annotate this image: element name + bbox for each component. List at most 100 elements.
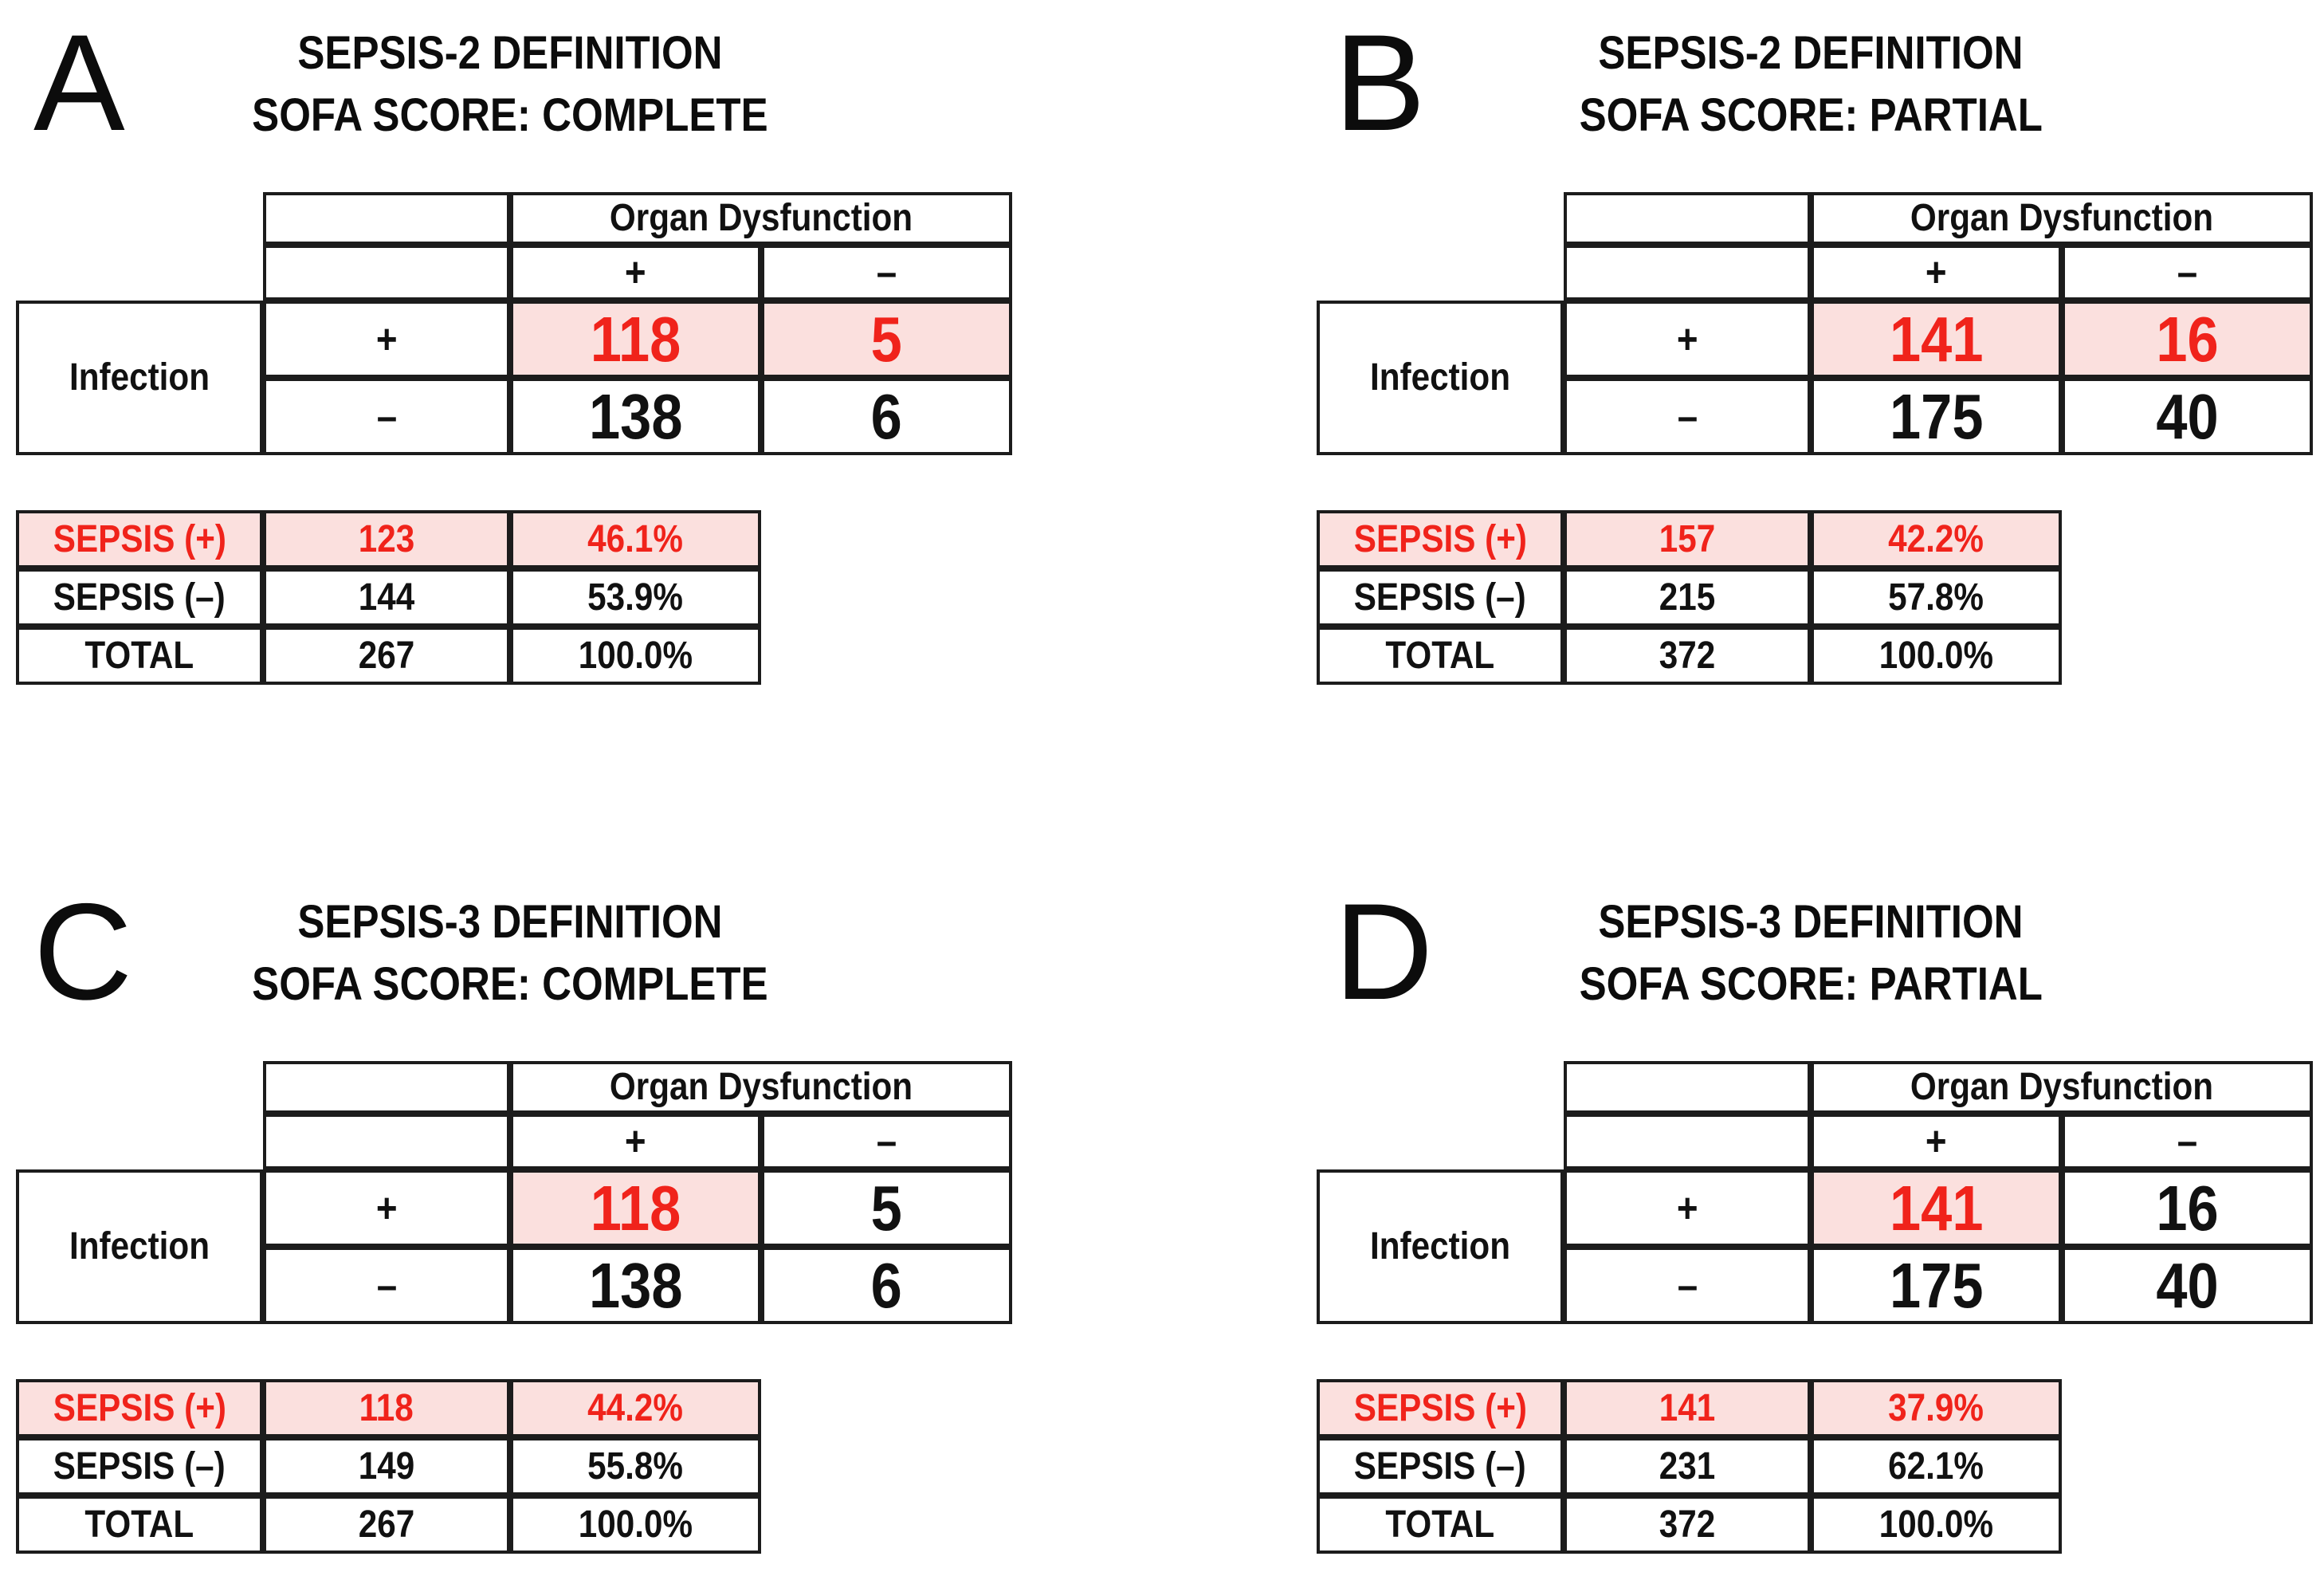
summary-count-sepsis-neg: 231 [1564, 1437, 1811, 1495]
panel-a: A SEPSIS-2 DEFINITION SOFA SCORE: COMPLE… [16, 10, 1020, 711]
empty-header-cell [263, 1061, 510, 1114]
summary-label-sepsis-neg: SEPSIS (–) [1317, 568, 1564, 627]
col-minus-header: – [761, 1114, 1012, 1169]
summary-label-total: TOTAL [16, 1495, 263, 1554]
contingency-table: Organ Dysfunction + – Infection + 118 5 … [16, 192, 1012, 455]
empty-header-cell [263, 1114, 510, 1169]
column-group-header: Organ Dysfunction [510, 192, 1012, 245]
cell-infection-neg-od-neg: 6 [761, 378, 1012, 455]
empty-header-cell [263, 192, 510, 245]
cell-infection-neg-od-neg: 40 [2062, 378, 2313, 455]
contingency-table: Organ Dysfunction + – Infection + 118 5 … [16, 1061, 1012, 1324]
empty-header-cell [1564, 192, 1811, 245]
row-minus-label: – [1564, 378, 1811, 455]
cell-infection-pos-od-pos: 118 [510, 301, 761, 378]
cell-infection-neg-od-pos: 138 [510, 1247, 761, 1324]
row-plus-label: + [1564, 301, 1811, 378]
summary-table: SEPSIS (+) 157 42.2% SEPSIS (–) 215 57.8… [1317, 510, 2062, 685]
corner-spacer [1317, 192, 1564, 301]
summary-count-sepsis-neg: 215 [1564, 568, 1811, 627]
corner-spacer [16, 192, 263, 301]
empty-header-cell [1564, 1114, 1811, 1169]
title-line-2: SOFA SCORE: COMPLETE [252, 89, 768, 141]
col-minus-header: – [2062, 245, 2313, 301]
panel-letter: C [33, 875, 132, 1028]
summary-label-total: TOTAL [16, 627, 263, 685]
col-plus-header: + [510, 1114, 761, 1169]
summary-percent-sepsis-neg: 55.8% [510, 1437, 761, 1495]
row-plus-label: + [263, 301, 510, 378]
col-plus-header: + [1811, 245, 2062, 301]
row-minus-label: – [263, 378, 510, 455]
summary-percent-sepsis-pos: 44.2% [510, 1379, 761, 1437]
row-plus-label: + [1564, 1169, 1811, 1247]
summary-percent-total: 100.0% [1811, 1495, 2062, 1554]
panel-letter: B [1334, 6, 1426, 159]
cell-infection-pos-od-neg: 5 [761, 301, 1012, 378]
summary-percent-sepsis-neg: 62.1% [1811, 1437, 2062, 1495]
col-plus-header: + [510, 245, 761, 301]
summary-label-sepsis-neg: SEPSIS (–) [16, 1437, 263, 1495]
row-group-header: Infection [16, 301, 263, 455]
title-line-1: SEPSIS-3 DEFINITION [297, 896, 723, 948]
summary-label-total: TOTAL [1317, 627, 1564, 685]
contingency-table: Organ Dysfunction + – Infection + 141 16… [1317, 192, 2313, 455]
summary-count-sepsis-neg: 144 [263, 568, 510, 627]
empty-header-cell [263, 245, 510, 301]
title-line-1: SEPSIS-2 DEFINITION [297, 27, 723, 79]
panel-title: SEPSIS-3 DEFINITION SOFA SCORE: COMPLETE [16, 891, 1004, 1016]
row-minus-label: – [263, 1247, 510, 1324]
panel-c: C SEPSIS-3 DEFINITION SOFA SCORE: COMPLE… [16, 878, 1020, 1580]
column-group-header: Organ Dysfunction [510, 1061, 1012, 1114]
summary-count-sepsis-neg: 149 [263, 1437, 510, 1495]
row-group-header: Infection [1317, 1169, 1564, 1324]
title-line-1: SEPSIS-3 DEFINITION [1598, 896, 2024, 948]
summary-percent-sepsis-pos: 42.2% [1811, 510, 2062, 568]
cell-infection-neg-od-pos: 175 [1811, 1247, 2062, 1324]
panel-title: SEPSIS-2 DEFINITION SOFA SCORE: COMPLETE [16, 22, 1004, 147]
summary-count-total: 267 [263, 1495, 510, 1554]
panel-letter: A [33, 6, 125, 159]
summary-percent-total: 100.0% [510, 1495, 761, 1554]
summary-percent-sepsis-pos: 46.1% [510, 510, 761, 568]
title-line-1: SEPSIS-2 DEFINITION [1598, 27, 2024, 79]
cell-infection-neg-od-neg: 40 [2062, 1247, 2313, 1324]
title-line-2: SOFA SCORE: PARTIAL [1579, 958, 2043, 1010]
title-line-2: SOFA SCORE: PARTIAL [1579, 89, 2043, 141]
cell-infection-neg-od-neg: 6 [761, 1247, 1012, 1324]
cell-infection-pos-od-pos: 141 [1811, 301, 2062, 378]
cell-infection-neg-od-pos: 138 [510, 378, 761, 455]
summary-percent-sepsis-neg: 57.8% [1811, 568, 2062, 627]
summary-label-sepsis-pos: SEPSIS (+) [16, 1379, 263, 1437]
cell-infection-pos-od-pos: 118 [510, 1169, 761, 1247]
summary-label-sepsis-pos: SEPSIS (+) [16, 510, 263, 568]
empty-header-cell [1564, 1061, 1811, 1114]
col-minus-header: – [761, 245, 1012, 301]
col-plus-header: + [1811, 1114, 2062, 1169]
title-line-2: SOFA SCORE: COMPLETE [252, 958, 768, 1010]
cell-infection-neg-od-pos: 175 [1811, 378, 2062, 455]
row-group-header: Infection [1317, 301, 1564, 455]
row-group-header: Infection [16, 1169, 263, 1324]
cell-infection-pos-od-neg: 5 [761, 1169, 1012, 1247]
panel-letter: D [1334, 875, 1433, 1028]
empty-header-cell [1564, 245, 1811, 301]
summary-percent-sepsis-pos: 37.9% [1811, 1379, 2062, 1437]
summary-table: SEPSIS (+) 118 44.2% SEPSIS (–) 149 55.8… [16, 1379, 761, 1554]
contingency-table: Organ Dysfunction + – Infection + 141 16… [1317, 1061, 2313, 1324]
summary-count-sepsis-pos: 157 [1564, 510, 1811, 568]
summary-table: SEPSIS (+) 123 46.1% SEPSIS (–) 144 53.9… [16, 510, 761, 685]
summary-label-sepsis-pos: SEPSIS (+) [1317, 510, 1564, 568]
col-minus-header: – [2062, 1114, 2313, 1169]
summary-count-total: 267 [263, 627, 510, 685]
cell-infection-pos-od-neg: 16 [2062, 301, 2313, 378]
corner-spacer [16, 1061, 263, 1169]
summary-percent-total: 100.0% [510, 627, 761, 685]
summary-count-total: 372 [1564, 627, 1811, 685]
corner-spacer [1317, 1061, 1564, 1169]
summary-label-sepsis-neg: SEPSIS (–) [16, 568, 263, 627]
cell-infection-pos-od-pos: 141 [1811, 1169, 2062, 1247]
panel-title: SEPSIS-2 DEFINITION SOFA SCORE: PARTIAL [1317, 22, 2305, 147]
cell-infection-pos-od-neg: 16 [2062, 1169, 2313, 1247]
panel-d: D SEPSIS-3 DEFINITION SOFA SCORE: PARTIA… [1317, 878, 2321, 1580]
